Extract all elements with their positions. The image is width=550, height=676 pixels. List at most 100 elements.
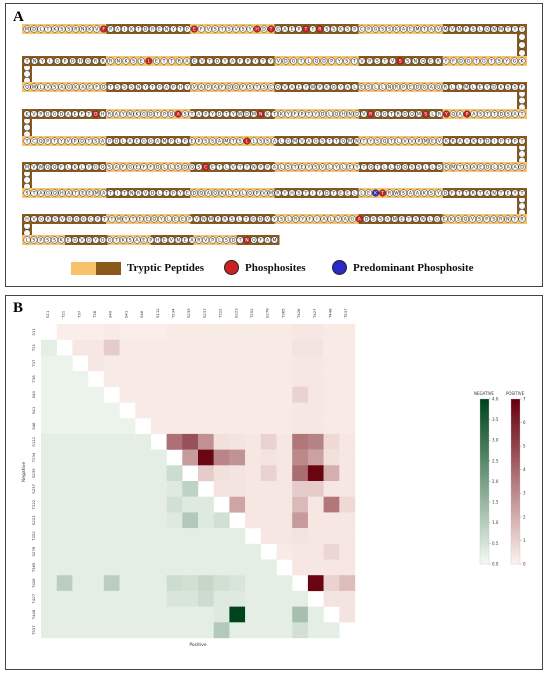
- heatmap-cell-negative: [213, 606, 230, 623]
- residue-letter: K: [520, 59, 524, 65]
- residue-bead: [380, 110, 389, 118]
- residue-letter: V: [410, 139, 414, 145]
- residue-bead: [71, 163, 79, 171]
- residue-letter: S: [325, 27, 328, 33]
- residue-letter: G: [56, 59, 60, 65]
- residue-bead: [181, 137, 189, 145]
- residue-bead: [86, 83, 94, 91]
- heatmap-cell-positive: [229, 324, 246, 340]
- residue-letter: D: [492, 85, 496, 91]
- residue-bead: [470, 110, 478, 118]
- phosphosite-residue: [100, 25, 108, 33]
- residue-bead: [433, 215, 441, 223]
- residue-bead: [483, 189, 491, 197]
- residue-letter: T: [520, 112, 524, 118]
- residue-letter: N: [492, 191, 495, 197]
- residue-bead: [353, 163, 361, 171]
- residue-bead: [374, 110, 382, 118]
- positive-colorbar-gradient-step: [511, 517, 520, 521]
- residue-bead: [79, 83, 87, 91]
- heatmap-cell-positive: [260, 496, 277, 513]
- residue-letter: A: [472, 165, 476, 171]
- heatmap-cell-positive: [260, 418, 277, 435]
- residue-bead: [337, 189, 345, 197]
- residue-letter: D: [486, 165, 490, 171]
- heatmap-cell-positive: [198, 324, 214, 340]
- residue-bead: [257, 236, 265, 244]
- heatmap-cell-negative: [88, 433, 104, 450]
- residue-bead: [181, 163, 189, 171]
- negative-colorbar-gradient-step: [480, 500, 489, 504]
- residue-letter: S: [411, 165, 414, 171]
- residue-letter: S: [204, 139, 207, 145]
- heatmap-cell-positive: [339, 543, 356, 560]
- residue-letter: K: [266, 112, 270, 118]
- residue-letter: W: [394, 191, 399, 197]
- residue-bead: [23, 189, 31, 197]
- residue-bead: [495, 57, 503, 65]
- residue-bead: [71, 137, 79, 145]
- residue-bead: [51, 215, 59, 223]
- heatmap-cell-negative: [103, 528, 120, 544]
- residue-bead: [334, 215, 342, 223]
- residue-letter: A: [218, 139, 222, 145]
- residue-letter: G: [351, 217, 355, 223]
- heatmap-cell-positive: [135, 324, 152, 340]
- residue-letter: I: [49, 59, 50, 65]
- residue-bead: [242, 215, 250, 223]
- residue-bead: [183, 189, 191, 197]
- residue-letter: Y: [303, 85, 307, 91]
- residue-bead: [154, 137, 162, 145]
- heatmap-cell-positive: [260, 512, 277, 529]
- residue-letter: P: [39, 238, 42, 244]
- residue-bead: [518, 215, 526, 223]
- heatmap-cell-negative: [119, 559, 136, 576]
- negative-colorbar-gradient-step: [480, 492, 489, 496]
- residue-bead: [160, 163, 169, 171]
- heatmap-cell-positive: [323, 371, 340, 387]
- residue-letter: M: [443, 27, 447, 33]
- residue-bead: [79, 25, 87, 33]
- residue-bead: [58, 215, 66, 223]
- residue-bead: [37, 110, 45, 118]
- residue-bead: [246, 189, 254, 197]
- y-tick-label: S278: [31, 546, 36, 556]
- heatmap-cell-negative: [41, 402, 57, 419]
- residue-letter: V: [266, 217, 270, 223]
- positive-colorbar-gradient-step: [511, 465, 520, 469]
- residue-letter: D: [325, 191, 329, 197]
- residue-bead: [411, 57, 419, 65]
- residue-bead: [243, 110, 251, 118]
- residue-bead: [23, 70, 31, 78]
- residue-bead: [155, 25, 164, 33]
- heatmap-cell-negative: [135, 481, 152, 497]
- residue-letter: G: [513, 59, 517, 65]
- residue-letter: S: [381, 27, 384, 33]
- residue-bead: [154, 163, 162, 171]
- residue-letter: E: [409, 27, 412, 33]
- residue-bead: [72, 215, 81, 223]
- heatmap-cell-negative: [292, 622, 309, 639]
- residue-letter: A: [273, 165, 277, 171]
- residue-letter: A: [416, 191, 420, 197]
- heatmap-cell-negative: [150, 496, 167, 513]
- residue-letter: Q: [410, 112, 414, 118]
- residue-letter: P: [367, 27, 370, 33]
- residue-letter: Y: [210, 112, 214, 118]
- residue-bead: [128, 83, 136, 91]
- y-tick-label: T426: [31, 578, 36, 589]
- residue-letter: E: [193, 59, 196, 65]
- heatmap-cell-negative: [260, 575, 277, 592]
- residue-letter: E: [211, 165, 214, 171]
- residue-letter: V: [80, 238, 84, 244]
- residue-bead: [394, 163, 402, 171]
- heatmap-cell-negative: [56, 496, 73, 513]
- negative-colorbar-gradient-step: [480, 445, 489, 449]
- residue-letter: A: [177, 112, 181, 118]
- residue-letter: L: [390, 165, 393, 171]
- residue-bead: [188, 163, 196, 171]
- negative-colorbar-gradient-step: [480, 558, 489, 562]
- residue-bead: [441, 83, 449, 91]
- residue-letter: E: [360, 85, 363, 91]
- residue-bead: [195, 163, 203, 171]
